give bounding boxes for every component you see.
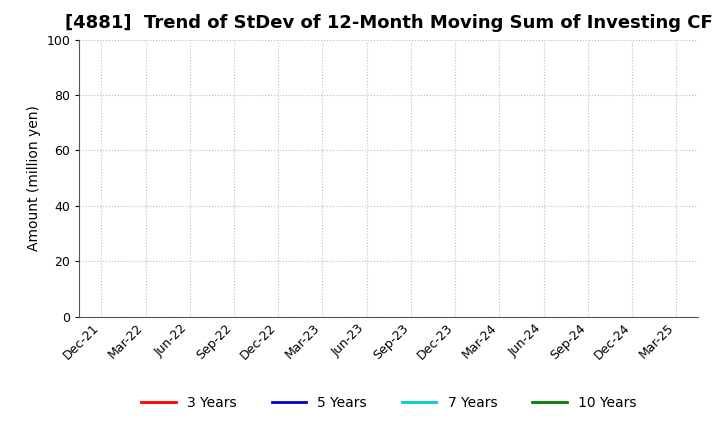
Legend: 3 Years, 5 Years, 7 Years, 10 Years: 3 Years, 5 Years, 7 Years, 10 Years (136, 390, 642, 415)
Y-axis label: Amount (million yen): Amount (million yen) (27, 105, 41, 251)
Title: [4881]  Trend of StDev of 12-Month Moving Sum of Investing CF: [4881] Trend of StDev of 12-Month Moving… (65, 15, 713, 33)
